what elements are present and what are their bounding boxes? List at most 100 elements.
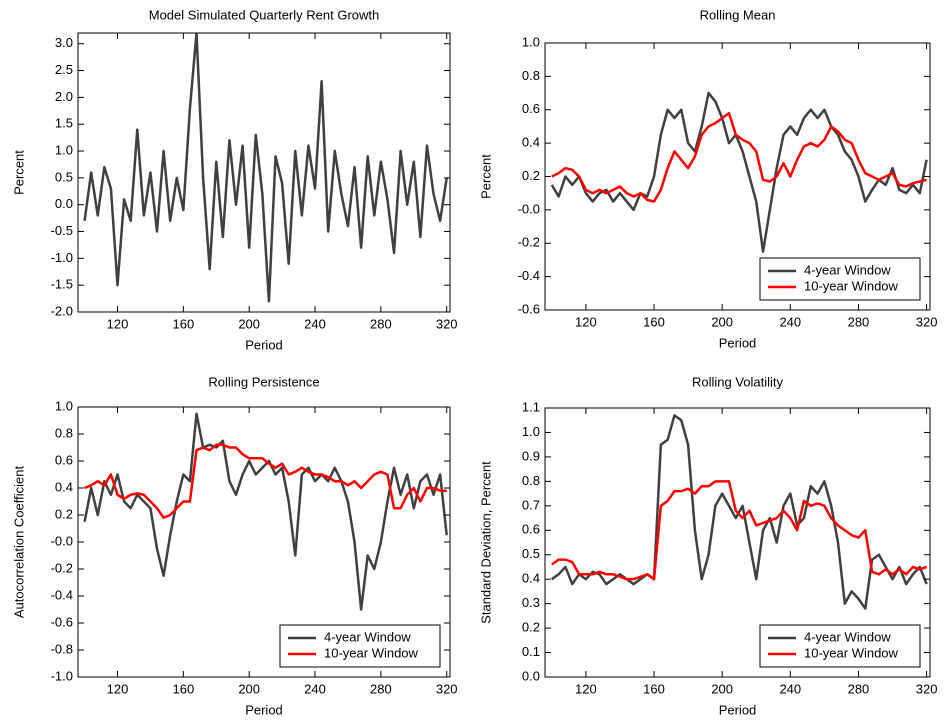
x-tick-label: 320	[916, 681, 938, 696]
y-tick-label: -0.2	[51, 560, 73, 575]
panel: Rolling Mean Period Percent 120 160 200 240 280…	[478, 7, 937, 350]
x-tick-label: 280	[848, 314, 870, 329]
series-line	[551, 111, 927, 203]
x-tick-label: 160	[643, 314, 665, 329]
y-tick-label: 0.2	[522, 620, 540, 635]
x-axis-label: Period	[719, 335, 757, 350]
x-tick-label: 240	[779, 314, 801, 329]
y-tick-label: -0.5	[51, 223, 73, 238]
panel: Rolling Persistence Period Autocorrelation…	[11, 374, 457, 717]
y-tick-label: -2.0	[51, 303, 73, 318]
legend-label: 4-year Window	[324, 629, 411, 644]
chart-title: Rolling Volatility	[692, 374, 784, 389]
x-tick-label: 320	[436, 681, 458, 696]
y-tick-label: 0.2	[522, 168, 540, 183]
x-tick-label: 280	[370, 681, 392, 696]
y-tick-label: 0.9	[522, 448, 540, 463]
legend-box	[279, 624, 441, 668]
y-tick-label: -0.6	[51, 614, 73, 629]
panel: Model Simulated Quarterly Rent Growth Per…	[11, 7, 457, 352]
legend-label: 4-year Window	[804, 629, 891, 644]
x-tick-label: 120	[575, 314, 597, 329]
y-tick-label: 0.6	[522, 522, 540, 537]
legend-label: 10-year Window	[804, 278, 899, 293]
y-tick-label: 1.0	[522, 34, 540, 49]
x-axis-label: Period	[245, 702, 283, 717]
x-tick-label: 160	[172, 316, 194, 331]
y-axis-label: Autocorrelation Coefficient	[11, 466, 26, 619]
y-axis-label: Percent	[478, 154, 493, 199]
y-tick-label: 0.2	[55, 506, 73, 521]
x-axis-label: Period	[245, 337, 283, 352]
x-tick-label: 280	[848, 681, 870, 696]
x-tick-label: 200	[711, 314, 733, 329]
chart-title: Model Simulated Quarterly Rent Growth	[149, 7, 379, 22]
x-tick-label: 200	[238, 681, 260, 696]
y-tick-label: 3.0	[55, 35, 73, 50]
chart-title: Rolling Mean	[700, 7, 776, 22]
x-tick-label: 160	[643, 681, 665, 696]
series-line	[550, 91, 928, 253]
y-tick-label: -1.5	[51, 277, 73, 292]
y-tick-label: 1.1	[522, 399, 540, 414]
series-line	[551, 480, 928, 581]
x-tick-label: 160	[172, 681, 194, 696]
y-tick-label: 0.4	[522, 571, 540, 586]
y-tick-label: 0.8	[55, 425, 73, 440]
plot-frame	[544, 407, 931, 678]
y-tick-label: 0.5	[55, 169, 73, 184]
y-tick-label: 0.0	[522, 668, 540, 683]
legend-label: 10-year Window	[804, 645, 899, 660]
x-tick-label: 240	[779, 681, 801, 696]
y-tick-label: -0.2	[518, 235, 540, 250]
series-line	[83, 33, 448, 303]
x-tick-label: 200	[711, 681, 733, 696]
x-tick-label: 120	[107, 316, 129, 331]
y-axis-label: Percent	[11, 150, 26, 195]
x-tick-label: 320	[916, 314, 938, 329]
plot-frame	[77, 32, 451, 313]
y-tick-label: 1.5	[55, 116, 73, 131]
y-tick-label: 1.0	[55, 142, 73, 157]
y-tick-label: 0.6	[55, 452, 73, 467]
y-tick-label: -0.0	[518, 201, 540, 216]
y-tick-label: -1.0	[51, 668, 73, 683]
y-tick-label: 0.5	[522, 546, 540, 561]
y-tick-label: 0.8	[522, 473, 540, 488]
legend-label: 10-year Window	[324, 645, 419, 660]
x-tick-label: 120	[575, 681, 597, 696]
chart-title: Rolling Persistence	[208, 374, 319, 389]
y-tick-label: 2.0	[55, 89, 73, 104]
series-line	[551, 414, 928, 610]
y-tick-label: -0.8	[51, 641, 73, 656]
y-tick-label: 0.1	[522, 644, 540, 659]
y-tick-label: 0.6	[522, 101, 540, 116]
y-tick-label: 1.0	[55, 398, 73, 413]
y-tick-label: 2.5	[55, 62, 73, 77]
y-tick-label: -0.6	[518, 301, 540, 316]
y-tick-label: -0.4	[51, 587, 73, 602]
legend-label: 4-year Window	[804, 262, 891, 277]
x-tick-label: 320	[436, 316, 458, 331]
y-tick-label: 0.0	[55, 196, 73, 211]
panel: Rolling Volatility Period Standard Deviati…	[478, 374, 937, 717]
y-tick-label: 0.7	[522, 497, 540, 512]
y-tick-label: 0.4	[55, 479, 73, 494]
series-line	[83, 412, 448, 611]
x-tick-label: 280	[370, 316, 392, 331]
x-tick-label: 200	[238, 316, 260, 331]
y-axis-label: Standard Deviation, Percent	[478, 461, 493, 624]
x-tick-label: 240	[304, 681, 326, 696]
y-tick-label: -0.0	[51, 533, 73, 548]
y-tick-label: 0.8	[522, 68, 540, 83]
y-tick-label: 0.4	[522, 135, 540, 150]
y-tick-label: -0.4	[518, 268, 540, 283]
x-axis-label: Period	[719, 702, 757, 717]
legend-box	[759, 624, 921, 668]
x-tick-label: 240	[304, 316, 326, 331]
y-tick-label: 1.0	[522, 424, 540, 439]
y-tick-label: 0.3	[522, 595, 540, 610]
legend-box	[759, 257, 921, 301]
